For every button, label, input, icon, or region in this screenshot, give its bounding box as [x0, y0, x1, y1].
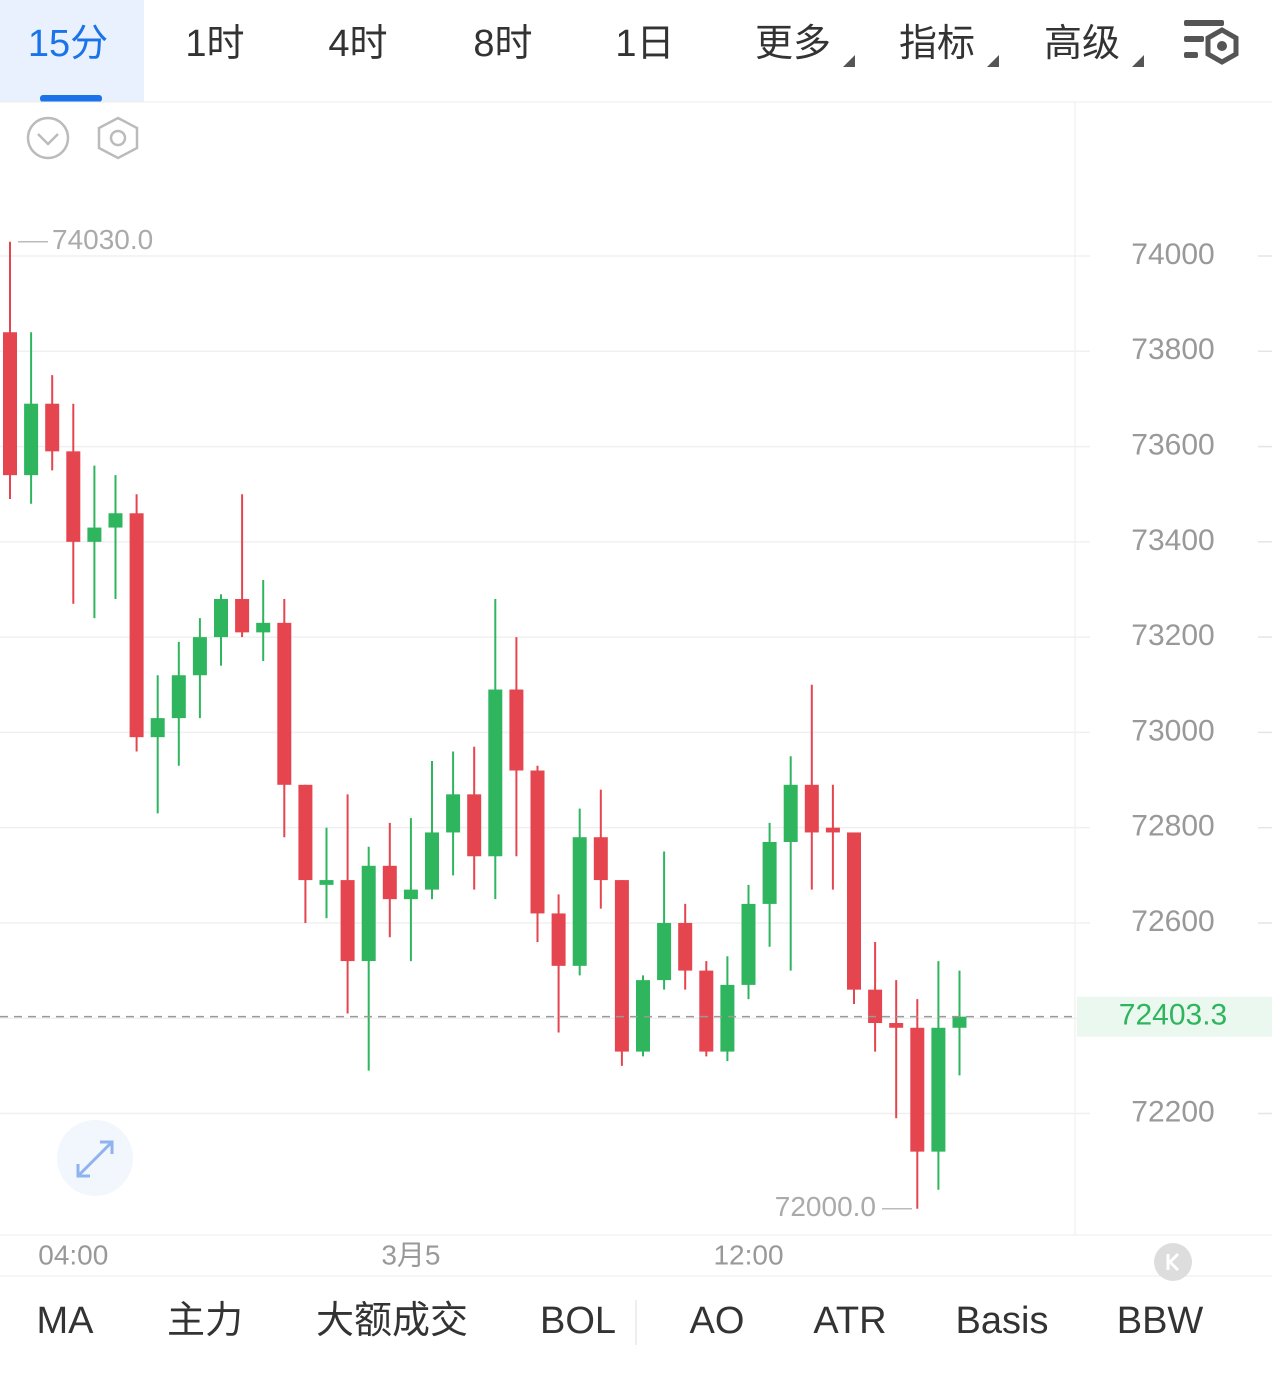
last-price-bg	[1077, 996, 1272, 1037]
candle-body	[762, 841, 777, 904]
candle-body	[214, 599, 228, 638]
x-tick-label: 3月5	[381, 1239, 440, 1270]
candle-body	[129, 513, 144, 738]
candle-body	[551, 913, 566, 966]
candle-body	[45, 403, 60, 452]
candle-body	[425, 832, 439, 890]
candle-body	[256, 622, 271, 633]
timeframe-tab[interactable]: 1日	[615, 23, 674, 65]
candle-body	[66, 451, 81, 542]
candle-body	[636, 980, 650, 1052]
candle-body	[889, 1023, 904, 1028]
candle-body	[87, 527, 102, 542]
candle-body	[235, 599, 250, 633]
active-tab-indicator	[40, 95, 102, 102]
candle-body	[910, 1027, 925, 1152]
y-tick-label: 72600	[1131, 905, 1214, 938]
candle-body	[678, 922, 693, 971]
timeframe-tab[interactable]: 4时	[328, 23, 387, 65]
timeframe-tab[interactable]: 更多	[755, 23, 831, 65]
active-tab-bg	[0, 0, 144, 102]
candle-body	[804, 784, 819, 833]
y-tick-label: 74000	[1131, 238, 1214, 271]
indicator-tab[interactable]: AO	[690, 1300, 745, 1342]
candle-body	[340, 880, 355, 962]
timeframe-tab[interactable]: 15分	[28, 23, 108, 65]
candle-body	[403, 889, 418, 900]
candle-body	[488, 689, 503, 857]
candle-body	[361, 865, 376, 962]
y-tick-label: 73400	[1131, 524, 1214, 557]
candle-body	[783, 784, 798, 842]
timeframe-tab[interactable]: 1时	[185, 23, 244, 65]
candle-body	[699, 970, 714, 1052]
candle-body	[108, 513, 123, 528]
high-label: 74030.0	[52, 224, 153, 255]
candle-body	[952, 1016, 967, 1028]
scroll-latest-button[interactable]	[1154, 1243, 1192, 1281]
collapse-icon[interactable]	[26, 116, 70, 160]
candle-body	[24, 403, 39, 476]
candle-body	[446, 794, 461, 833]
candle-body	[825, 827, 840, 833]
indicator-tab[interactable]: Basis	[956, 1300, 1049, 1342]
candle-body	[509, 689, 524, 771]
fullscreen-button[interactable]	[57, 1120, 133, 1196]
candle-body	[868, 989, 883, 1024]
candle-body	[171, 675, 186, 719]
indicator-tab[interactable]: MA	[37, 1300, 95, 1342]
y-tick-label: 73600	[1131, 428, 1214, 461]
timeframe-tab[interactable]: 指标	[899, 23, 975, 65]
settings-icon[interactable]	[1184, 20, 1239, 65]
candle-body	[192, 637, 207, 676]
candle-body	[3, 332, 17, 476]
dropdown-caret	[843, 55, 855, 67]
candle-body	[150, 718, 165, 738]
indicator-tab[interactable]: 大额成交	[316, 1300, 468, 1342]
y-tick-label: 72800	[1131, 810, 1214, 843]
candle-body	[572, 837, 587, 966]
dropdown-caret	[1132, 55, 1144, 67]
indicator-tab[interactable]: 主力	[167, 1300, 243, 1342]
candle-body	[931, 1027, 946, 1152]
indicator-tab[interactable]: ATR	[813, 1300, 886, 1342]
y-tick-label: 73000	[1131, 714, 1214, 747]
last-price-label: 72403.3	[1119, 999, 1227, 1032]
chart-settings-icon[interactable]	[97, 116, 139, 160]
indicator-tab[interactable]: BOL	[540, 1300, 616, 1342]
dropdown-caret	[987, 55, 999, 67]
candle-body	[382, 865, 397, 900]
low-label: 72000.0	[775, 1191, 876, 1222]
candle-body	[657, 922, 672, 981]
y-tick-label: 73200	[1131, 619, 1214, 652]
timeframe-tab[interactable]: 8时	[473, 23, 532, 65]
candle-body	[298, 784, 313, 881]
candle-body	[467, 794, 482, 857]
candle-body	[277, 622, 292, 785]
candle-body	[593, 837, 608, 881]
candle-body	[741, 903, 756, 985]
candle-body	[720, 984, 735, 1052]
candle-body	[319, 880, 334, 885]
x-tick-label: 12:00	[713, 1239, 783, 1270]
candle-body	[614, 880, 629, 1052]
timeframe-tab[interactable]: 高级	[1044, 23, 1120, 65]
y-tick-label: 73800	[1131, 333, 1214, 366]
candle-body	[530, 770, 545, 914]
candle-body	[847, 832, 861, 990]
y-tick-label: 72200	[1131, 1095, 1214, 1128]
indicator-tab[interactable]: BBW	[1117, 1300, 1204, 1342]
x-tick-label: 04:00	[38, 1239, 108, 1270]
